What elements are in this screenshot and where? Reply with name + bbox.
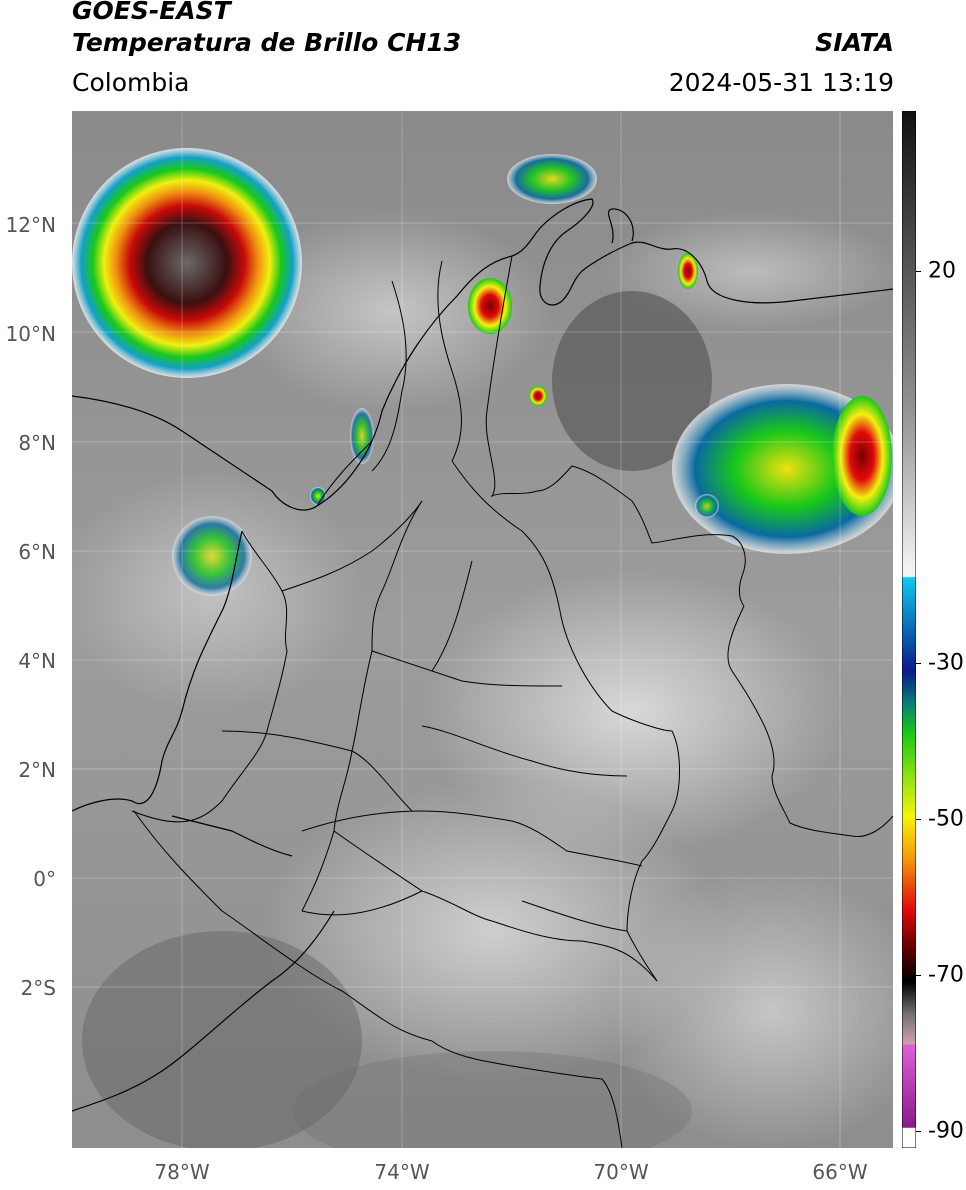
lat-label-2n: 2°N bbox=[18, 758, 56, 782]
title-satellite: GOES-EAST bbox=[72, 0, 231, 25]
lat-label-8n: 8°N bbox=[18, 431, 56, 455]
lon-label-70w: 70°W bbox=[593, 1160, 649, 1184]
lat-label-12n: 12°N bbox=[5, 213, 56, 237]
lat-label-2s: 2°S bbox=[20, 976, 56, 1000]
lon-label-78w: 78°W bbox=[154, 1160, 210, 1184]
colorbar-label-minus70: -70 bbox=[928, 962, 964, 988]
lat-label-6n: 6°N bbox=[18, 540, 56, 564]
region-label: Colombia bbox=[72, 68, 190, 97]
storm-cell bbox=[695, 494, 719, 518]
title-product: Temperatura de Brillo CH13 bbox=[72, 28, 462, 57]
organization-label: SIATA bbox=[815, 28, 894, 57]
colorbar-label-minus50: -50 bbox=[928, 806, 964, 832]
storm-cell bbox=[310, 487, 326, 505]
timestamp-label: 2024-05-31 13:19 bbox=[668, 68, 894, 97]
satellite-map bbox=[72, 111, 893, 1148]
colorbar-label-minus30: -30 bbox=[928, 650, 964, 676]
storm-cell bbox=[507, 154, 597, 204]
colorbar-label-20: 20 bbox=[928, 258, 956, 284]
lon-label-74w: 74°W bbox=[374, 1160, 430, 1184]
graticule bbox=[72, 111, 893, 1148]
storm-cell bbox=[832, 396, 892, 516]
lat-label-0: 0° bbox=[33, 867, 56, 891]
lat-label-10n: 10°N bbox=[5, 322, 56, 346]
storm-cell bbox=[172, 516, 252, 596]
storm-cell bbox=[350, 408, 374, 464]
storm-cell bbox=[678, 253, 698, 289]
storm-cell bbox=[468, 278, 512, 334]
colorbar-label-minus90: -90 bbox=[928, 1118, 964, 1144]
lat-label-4n: 4°N bbox=[18, 649, 56, 673]
boundaries bbox=[131, 255, 893, 1148]
lon-label-66w: 66°W bbox=[812, 1160, 868, 1184]
storm-cell bbox=[72, 148, 302, 378]
colorbar bbox=[902, 111, 916, 1148]
storm-cell bbox=[529, 386, 547, 406]
